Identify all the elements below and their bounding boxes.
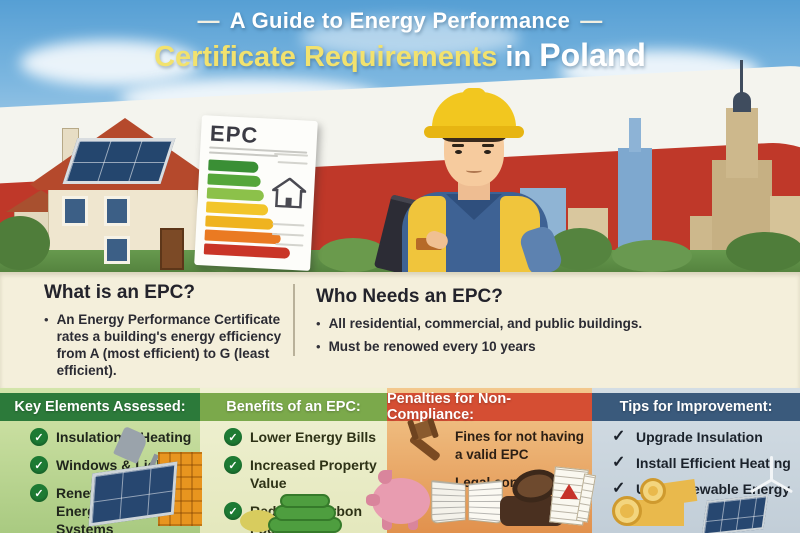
gavel-icon: [407, 418, 440, 461]
money-bag-illustration: [240, 510, 276, 532]
epc-rating-bar-f: [204, 229, 281, 245]
list-item-text: Lower Energy Bills: [250, 429, 377, 445]
list-item: Fines for not having a valid EPC: [455, 428, 592, 464]
epc-rating-bar-g: [203, 243, 291, 259]
solar-panel-illustration: [701, 494, 769, 533]
bullet-text: Must be renowed every 10 years: [328, 339, 536, 354]
bullet-dot: •: [316, 339, 321, 354]
hero-scene: EPC: [0, 0, 800, 272]
bush: [612, 240, 692, 272]
warning-triangle-icon: [560, 484, 578, 499]
title-dash-left: —: [197, 8, 220, 33]
who-needs-epc-bullets: • All residential, commercial, and publi…: [316, 315, 642, 355]
check-circle-icon: ✓: [224, 456, 242, 474]
epc-rating-bar-d: [205, 201, 269, 216]
epc-rating-bar-a: [208, 159, 259, 174]
column-header-penalties: Penalties for Non-Compliance:: [387, 391, 592, 423]
worker-eye: [455, 150, 462, 154]
check-circle-icon: ✓: [30, 428, 48, 446]
house-window: [104, 236, 130, 264]
epc-certificate-card: EPC: [194, 115, 318, 271]
list-item: ✓ Install Efficient Heating: [612, 454, 800, 472]
epc-card-title: EPC: [209, 120, 259, 149]
who-needs-epc-heading: Who Needs an EPC?: [316, 286, 503, 307]
worker-eyebrow: [482, 144, 494, 147]
check-circle-icon: ✓: [224, 428, 242, 446]
skyscraper-top: [629, 118, 641, 152]
epc-rating-bar-c: [206, 187, 265, 202]
solar-panel-roof: [62, 138, 176, 184]
list-item-text: Install Efficient Heating: [636, 455, 791, 471]
checkmark-icon: ✓: [612, 480, 626, 497]
palace-dome: [733, 92, 751, 112]
bullet-dot: •: [316, 316, 321, 331]
coin-stack: [280, 494, 330, 508]
piggy-bank-snout: [366, 494, 380, 506]
insulation-roll-icon: [612, 496, 642, 526]
list-item: ✓ Increased Property Value: [224, 456, 387, 492]
cloud: [300, 18, 520, 58]
title-country: Poland: [539, 37, 646, 73]
list-item-text: Increased Property Value: [250, 457, 377, 491]
epc-rating-bar-e: [205, 215, 274, 230]
list-item: ✓ Lower Energy Bills: [224, 428, 387, 446]
title-line1-text: A Guide to Energy Performance: [229, 8, 571, 33]
column-header-benefits: Benefits of an EPC:: [200, 393, 387, 421]
epc-rule-line: [209, 151, 278, 158]
tree: [726, 232, 800, 272]
piggy-bank-leg: [382, 518, 392, 530]
list-item-text: Upgrade Insulation: [636, 429, 763, 445]
epc-rating-bar-b: [207, 173, 261, 188]
hard-hat-brim: [424, 126, 524, 138]
bullet-dot: •: [44, 312, 49, 327]
house-door: [160, 228, 184, 270]
section-divider: [293, 284, 295, 356]
house-window: [62, 196, 88, 226]
column-header-key-elements: Key Elements Assessed:: [0, 393, 200, 421]
checkmark-icon: ✓: [612, 428, 626, 445]
palace-upper-tower: [726, 108, 758, 178]
house-icon: [271, 177, 307, 209]
piggy-bank-leg: [408, 518, 418, 530]
list-item: ✓ Upgrade Insulation: [612, 428, 800, 446]
hard-hat: [432, 92, 516, 132]
palace-spire: [740, 60, 743, 94]
title-highlight: Certificate Requirements: [154, 41, 498, 73]
list-item: ✓ Insulation & Heating: [30, 428, 200, 446]
bullet-text: All residential, commercial, and public …: [328, 316, 643, 331]
worker-eye: [484, 150, 491, 154]
cloud: [20, 40, 200, 86]
house-window: [104, 196, 130, 226]
check-circle-icon: ✓: [224, 502, 242, 520]
info-band: What is an EPC? • An Energy Performance …: [0, 272, 800, 401]
bullet-item: • All residential, commercial, and publi…: [316, 315, 642, 332]
insulation-roll-icon: [640, 478, 666, 504]
column-header-tips: Tips for Improvement:: [592, 393, 800, 421]
check-circle-icon: ✓: [30, 484, 48, 502]
worker-eyebrow: [452, 144, 464, 147]
title-dash-right: —: [580, 8, 603, 33]
what-is-epc-heading: What is an EPC?: [44, 282, 195, 303]
bullet-item: • Must be renowed every 10 years: [316, 338, 566, 355]
title-line-2: Certificate Requirements in Poland: [0, 37, 800, 74]
poster-title: — A Guide to Energy Performance — Certific…: [0, 8, 800, 74]
check-circle-icon: ✓: [30, 456, 48, 474]
piggy-bank-icon: [372, 478, 430, 524]
title-line-1: — A Guide to Energy Performance —: [0, 8, 800, 34]
worker-smile: [466, 168, 482, 173]
piggy-bank-ear: [378, 470, 392, 484]
bullet-item: • An Energy Performance Certificate rate…: [44, 311, 284, 379]
bullet-text: An Energy Performance Certificate rates …: [56, 312, 282, 378]
who-needs-epc-section: Who Needs an EPC? • All residential, com…: [316, 286, 642, 361]
open-book-illustration: [431, 479, 466, 525]
checkmark-icon: ✓: [612, 454, 626, 471]
tree: [0, 216, 50, 270]
list-item-text: Fines for not having a valid EPC: [455, 429, 585, 462]
title-connector: in: [505, 41, 532, 73]
epc-text-line: [274, 152, 309, 157]
wind-turbine-blade: [770, 456, 773, 480]
